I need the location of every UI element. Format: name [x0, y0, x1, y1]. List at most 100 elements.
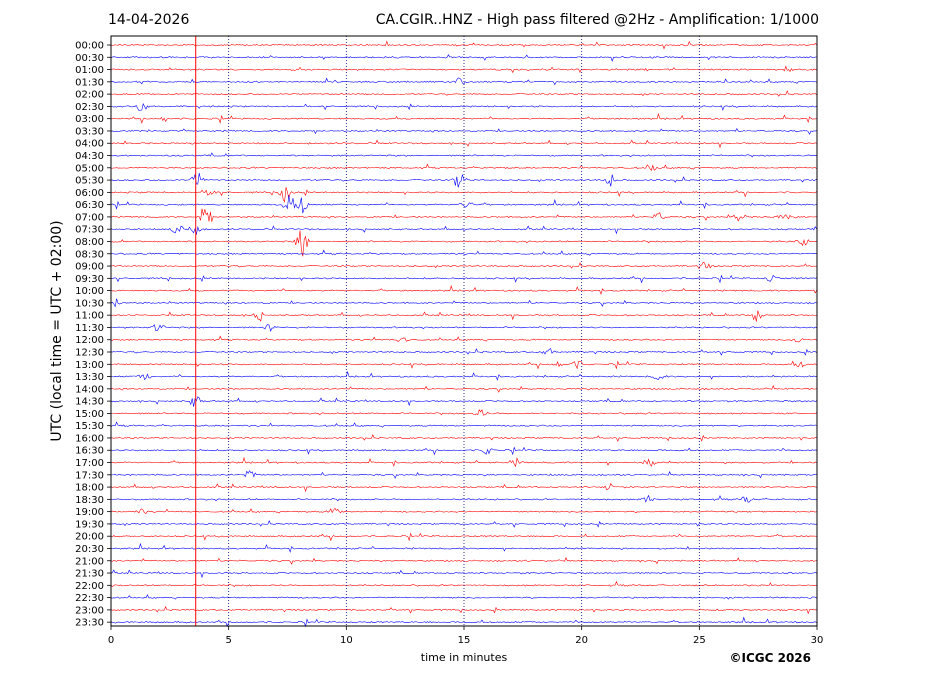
y-tick-label: 20:30: [75, 544, 104, 555]
trace-0230: [110, 102, 817, 111]
y-tick-label: 19:00: [75, 507, 104, 518]
date-label: 14-04-2026: [108, 12, 190, 28]
trace-1800: [110, 482, 817, 493]
y-tick-label: 05:00: [75, 163, 104, 174]
trace-1300: [110, 360, 817, 370]
trace-1530: [110, 421, 817, 428]
trace-2030: [110, 542, 817, 553]
trace-2000: [110, 532, 817, 542]
y-tick-label: 22:00: [75, 581, 104, 592]
y-tick-label: 22:30: [75, 593, 104, 604]
trace-0200: [110, 90, 817, 97]
x-tick-group: 0 5 10 15 20 25 30: [108, 626, 824, 646]
y-tick-label: 01:00: [75, 65, 104, 76]
trace-1600: [110, 434, 817, 442]
x-tick-label: 5: [225, 635, 231, 646]
y-tick-label: 10:00: [75, 286, 104, 297]
trace-1930: [110, 520, 817, 528]
trace-0530: [110, 173, 817, 188]
y-tick-label: 08:00: [75, 237, 104, 248]
trace-1730: [110, 470, 817, 479]
trace-1700: [110, 456, 817, 468]
y-tick-label: 06:30: [75, 200, 104, 211]
y-tick-label: 00:00: [75, 41, 104, 52]
trace-1000: [110, 284, 817, 295]
x-tick-label: 0: [108, 635, 114, 646]
trace-2100: [110, 556, 817, 565]
trace-1400: [110, 385, 817, 393]
trace-1630: [110, 446, 817, 456]
x-tick-label: 30: [811, 635, 824, 646]
trace-2200: [110, 581, 817, 588]
trace-0430: [110, 152, 817, 158]
y-tick-label: 14:00: [75, 384, 104, 395]
y-tick-label: 17:00: [75, 458, 104, 469]
x-tick-label: 10: [340, 635, 353, 646]
trace-group: [110, 40, 817, 628]
trace-0630: [110, 195, 817, 214]
y-tick-label: 03:30: [75, 126, 104, 137]
x-tick-label: 20: [575, 635, 588, 646]
trace-0330: [110, 127, 817, 135]
y-tick-label: 11:30: [75, 323, 104, 334]
trace-0300: [110, 113, 817, 124]
y-tick-label: 02:00: [75, 90, 104, 101]
trace-1430: [110, 396, 817, 407]
y-tick-label: 18:30: [75, 495, 104, 506]
trace-1130: [110, 324, 817, 333]
copyright-label: ©ICGC 2026: [729, 651, 811, 665]
trace-1030: [110, 298, 817, 308]
y-tick-label: 12:00: [75, 335, 104, 346]
y-tick-label: 09:00: [75, 262, 104, 273]
y-tick-label: 02:30: [75, 102, 104, 113]
y-tick-label: 16:30: [75, 446, 104, 457]
y-tick-label: 11:00: [75, 311, 104, 322]
trace-1200: [110, 335, 817, 343]
x-tick-label: 15: [458, 635, 471, 646]
trace-0500: [110, 163, 817, 171]
x-tick-label: 25: [693, 635, 706, 646]
y-tick-label: 03:00: [75, 114, 104, 125]
trace-0900: [110, 261, 817, 270]
y-tick-label: 19:30: [75, 519, 104, 530]
trace-2130: [110, 569, 817, 579]
trace-1830: [110, 494, 817, 503]
y-tick-label: 01:30: [75, 77, 104, 88]
trace-0100: [110, 65, 817, 74]
y-tick-label: 18:00: [75, 483, 104, 494]
y-tick-label: 20:00: [75, 532, 104, 543]
trace-1330: [110, 370, 817, 381]
y-tick-label: 23:00: [75, 605, 104, 616]
y-tick-label: 12:30: [75, 348, 104, 359]
y-tick-label: 09:30: [75, 274, 104, 285]
y-tick-label: 21:00: [75, 556, 104, 567]
trace-0400: [110, 139, 817, 149]
y-tick-label: 04:30: [75, 151, 104, 162]
plot-frame: [110, 35, 818, 627]
y-tick-label: 08:30: [75, 249, 104, 260]
x-axis-label: time in minutes: [420, 651, 508, 664]
y-tick-label: 13:00: [75, 360, 104, 371]
y-tick-label: 16:00: [75, 433, 104, 444]
trace-0700: [110, 208, 817, 222]
y-tick-label: 14:30: [75, 397, 104, 408]
y-tick-label: 17:30: [75, 470, 104, 481]
y-tick-label: 06:00: [75, 188, 104, 199]
trace-0000: [110, 40, 817, 50]
trace-0130: [110, 77, 817, 86]
trace-0030: [110, 54, 817, 62]
trace-2230: [110, 594, 817, 600]
y-tick-label: 21:30: [75, 569, 104, 580]
y-tick-label: 07:00: [75, 212, 104, 223]
trace-2300: [110, 606, 817, 615]
y-tick-label: 23:30: [75, 618, 104, 629]
y-tick-label: 00:30: [75, 53, 104, 64]
trace-0800: [110, 230, 817, 257]
trace-1500: [110, 409, 817, 416]
y-tick-label: 13:30: [75, 372, 104, 383]
trace-1230: [110, 348, 817, 356]
chart-title: CA.CGIR..HNZ - High pass filtered @2Hz -…: [375, 12, 819, 28]
trace-0830: [110, 249, 817, 256]
